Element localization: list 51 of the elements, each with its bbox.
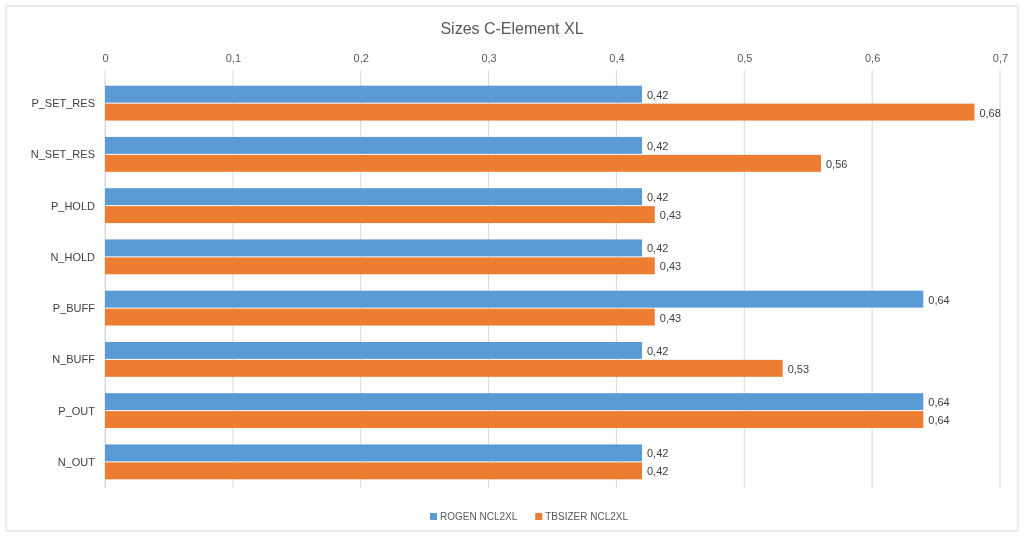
bar [105, 393, 924, 411]
data-label: 0,42 [647, 242, 669, 255]
bar [105, 359, 783, 377]
data-label: 0,42 [647, 344, 669, 357]
y-tick-label: N_OUT [57, 455, 96, 468]
data-label: 0,43 [659, 311, 682, 324]
y-tick-label: N_BUFF [52, 353, 96, 366]
chart-title: Sizes C-Element XL [440, 20, 584, 37]
x-tick-label: 0,6 [864, 52, 881, 64]
x-tick-label: 0,3 [481, 52, 497, 64]
x-tick-label: 0,5 [737, 52, 753, 64]
data-label: 0,43 [659, 260, 682, 273]
legend-label: ROGEN NCL2XL [440, 511, 518, 522]
y-tick-label: P_OUT [58, 404, 96, 417]
y-tick-label: N_SET_RES [30, 148, 95, 161]
y-tick-label: P_HOLD [50, 199, 96, 212]
bar [105, 341, 642, 359]
bar [105, 308, 655, 326]
data-label: 0,64 [928, 293, 950, 306]
bar [105, 206, 655, 224]
bar [105, 103, 975, 121]
data-label: 0,64 [928, 414, 950, 427]
data-label: 0,53 [787, 362, 810, 375]
data-label: 0,64 [928, 396, 950, 409]
y-tick-label: N_HOLD [50, 250, 96, 263]
x-tick-label: 0 [102, 52, 109, 64]
bar [105, 188, 642, 206]
data-label: 0,42 [647, 465, 669, 478]
bar [105, 85, 642, 103]
y-tick-label: P_BUFF [52, 302, 96, 315]
x-tick-label: 0,7 [992, 52, 1009, 64]
bar [105, 154, 821, 172]
y-tick-label: P_SET_RES [31, 97, 95, 110]
data-label: 0,56 [826, 157, 848, 170]
x-tick-label: 0,4 [609, 52, 625, 64]
bar [105, 290, 924, 308]
x-tick-label: 0,2 [353, 52, 369, 64]
bar [105, 257, 655, 275]
bar [105, 239, 642, 257]
data-label: 0,68 [979, 106, 1001, 119]
data-label: 0,43 [659, 209, 682, 222]
bar [105, 444, 642, 462]
data-label: 0,42 [647, 191, 669, 204]
data-label: 0,42 [647, 88, 669, 101]
bar [105, 411, 924, 429]
x-tick-label: 0,1 [225, 52, 242, 64]
bar [105, 462, 642, 480]
data-label: 0,42 [647, 447, 669, 460]
bar [105, 136, 642, 154]
legend-label: TBSIZER NCL2XL [545, 511, 629, 522]
data-label: 0,42 [647, 139, 669, 152]
